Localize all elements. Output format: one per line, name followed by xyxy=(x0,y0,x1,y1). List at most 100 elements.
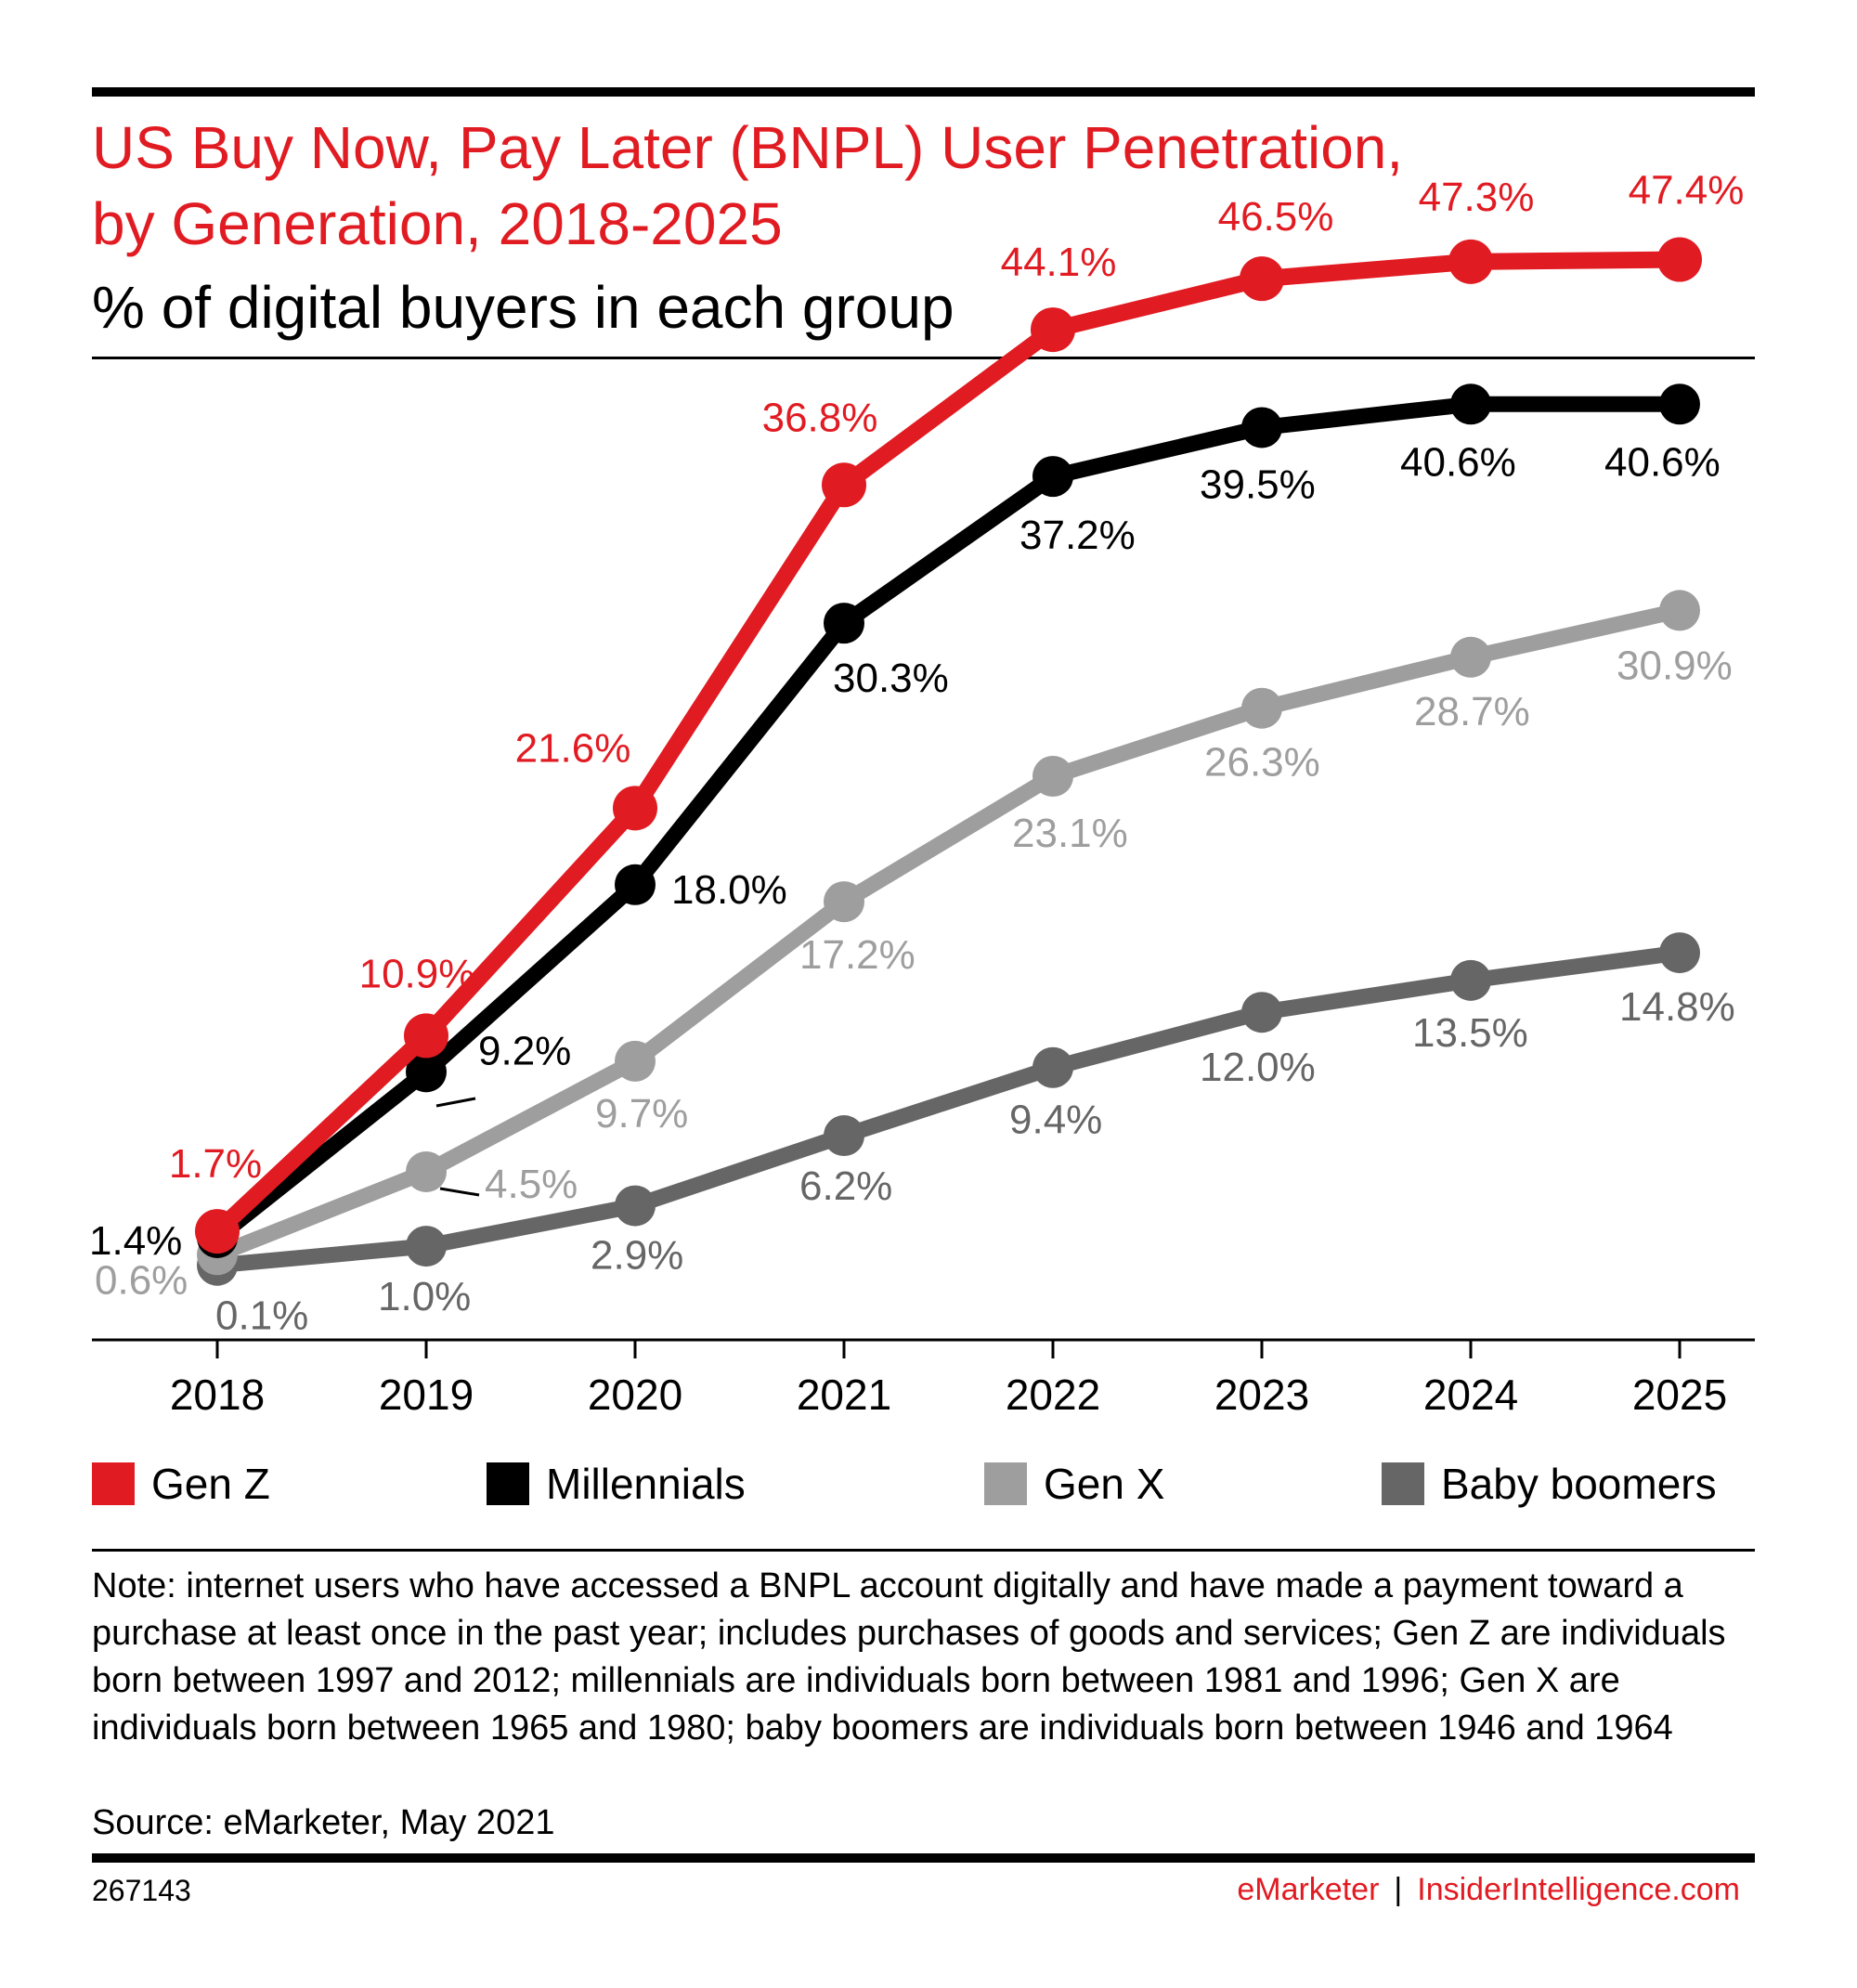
leader-line-gen-x-2019 xyxy=(439,1187,480,1197)
data-label-gen-z-2025: 47.4% xyxy=(1629,168,1745,214)
point-gen-z-2023 xyxy=(1240,256,1284,302)
legend-swatch-baby-boomers xyxy=(1382,1462,1424,1505)
data-label-gen-z-2019: 10.9% xyxy=(359,951,475,996)
point-millennials-2024 xyxy=(1450,383,1491,425)
point-baby-boomers-2023 xyxy=(1241,992,1282,1033)
legend-swatch-millennials xyxy=(487,1462,529,1505)
chart-id: 267143 xyxy=(92,1874,191,1907)
data-label-millennials-2023: 39.5% xyxy=(1200,461,1316,507)
x-tick-label-2021: 2021 xyxy=(797,1371,891,1419)
line-baby-boomers xyxy=(209,944,1688,1274)
data-label-gen-z-2023: 46.5% xyxy=(1218,194,1334,240)
point-gen-x-2019 xyxy=(406,1150,447,1192)
data-label-millennials-2024: 40.6% xyxy=(1400,439,1516,485)
point-millennials-2023 xyxy=(1241,407,1282,448)
data-label-millennials-2021: 30.3% xyxy=(833,656,949,701)
series-lines xyxy=(195,237,1702,1286)
point-gen-z-2018 xyxy=(195,1209,240,1254)
x-tick-label-2023: 2023 xyxy=(1214,1371,1309,1419)
point-baby-boomers-2020 xyxy=(615,1185,656,1227)
series-baby-boomers xyxy=(197,932,1700,1286)
legend-label-gen-z: Gen Z xyxy=(151,1460,270,1508)
data-label-baby-boomers-2024: 13.5% xyxy=(1412,1010,1528,1056)
data-label-gen-x-2025: 30.9% xyxy=(1617,643,1733,688)
footer-separator: | xyxy=(1394,1872,1403,1907)
footer-site-link[interactable]: InsiderIntelligence.com xyxy=(1417,1872,1740,1907)
x-tick-label-2025: 2025 xyxy=(1632,1371,1727,1419)
top-rule xyxy=(92,87,1755,97)
point-gen-z-2021 xyxy=(822,462,866,508)
data-label-gen-z-2024: 47.3% xyxy=(1419,175,1535,220)
data-label-baby-boomers-2023: 12.0% xyxy=(1200,1045,1316,1090)
chart-subtitle: % of digital buyers in each group xyxy=(92,274,954,341)
data-label-millennials-2018: 1.4% xyxy=(89,1218,182,1264)
x-tick-label-2018: 2018 xyxy=(170,1371,265,1419)
data-label-gen-z-2022: 44.1% xyxy=(1001,240,1117,285)
point-gen-z-2024 xyxy=(1448,239,1493,284)
data-label-millennials-2025: 40.6% xyxy=(1604,439,1721,485)
legend-label-gen-x: Gen X xyxy=(1044,1460,1165,1508)
point-gen-x-2025 xyxy=(1659,590,1700,631)
point-baby-boomers-2022 xyxy=(1032,1046,1073,1088)
line-chart: 2018 2019 2020 2021 2022 2023 2024 2025 0.1% 1.0… xyxy=(89,168,1755,1419)
point-gen-x-2021 xyxy=(824,881,864,923)
legend-label-baby-boomers: Baby boomers xyxy=(1441,1460,1717,1508)
point-baby-boomers-2025 xyxy=(1659,932,1700,974)
series-gen-x xyxy=(197,590,1700,1276)
point-millennials-2022 xyxy=(1032,456,1073,498)
point-gen-x-2020 xyxy=(615,1040,656,1082)
legend-label-millennials: Millennials xyxy=(546,1460,746,1508)
series-millennials xyxy=(197,383,1700,1258)
data-label-gen-x-2022: 23.1% xyxy=(1012,811,1128,856)
legend-swatch-gen-z xyxy=(92,1462,135,1505)
legend-item-millennials: Millennials xyxy=(487,1458,746,1510)
footer-brand: eMarketer xyxy=(1237,1872,1380,1907)
subtitle-rule xyxy=(92,357,1755,359)
data-label-baby-boomers-2019: 1.0% xyxy=(378,1274,471,1319)
point-millennials-2019 xyxy=(406,1051,447,1093)
point-gen-z-2020 xyxy=(613,786,657,831)
chart-title-line1: US Buy Now, Pay Later (BNPL) User Penetr… xyxy=(92,114,1404,181)
point-baby-boomers-2024 xyxy=(1450,959,1491,1001)
data-label-gen-x-2020: 9.7% xyxy=(595,1091,688,1137)
legend-item-baby-boomers: Baby boomers xyxy=(1382,1458,1717,1510)
data-label-gen-x-2024: 28.7% xyxy=(1414,689,1530,734)
data-label-gen-x-2018: 0.6% xyxy=(95,1257,188,1303)
data-label-gen-z-2018: 1.7% xyxy=(169,1141,262,1187)
bottom-rule xyxy=(92,1853,1755,1863)
point-gen-z-2019 xyxy=(404,1013,448,1059)
point-gen-z-2025 xyxy=(1657,237,1702,282)
chart-note: Note: internet users who have accessed a… xyxy=(92,1566,1726,1748)
point-millennials-2025 xyxy=(1659,383,1700,425)
leader-line-millennials-2019 xyxy=(435,1097,476,1108)
point-millennials-2020 xyxy=(615,864,656,905)
line-gen-z xyxy=(209,251,1688,1241)
data-labels: 0.1% 1.0% 2.9% 6.2% 9.4% 12.0% 13.5% 14.8% 0.6% 4… xyxy=(89,168,1744,1339)
data-label-gen-x-2023: 26.3% xyxy=(1204,740,1320,786)
data-label-gen-z-2020: 21.6% xyxy=(515,725,631,771)
x-axis: 2018 2019 2020 2021 2022 2023 2024 2025 xyxy=(92,1338,1755,1419)
point-gen-z-2022 xyxy=(1031,307,1075,353)
note-rule xyxy=(92,1549,1755,1552)
legend-item-gen-x: Gen X xyxy=(984,1458,1164,1510)
chart-title-line2: by Generation, 2018-2025 xyxy=(92,190,783,257)
legend: Gen Z Millennials Gen X Baby boomers xyxy=(0,1458,1857,1514)
chart-source: Source: eMarketer, May 2021 xyxy=(92,1803,555,1842)
data-label-gen-z-2021: 36.8% xyxy=(762,395,878,440)
line-millennials xyxy=(209,396,1688,1246)
data-label-baby-boomers-2025: 14.8% xyxy=(1619,984,1735,1030)
data-label-millennials-2020: 18.0% xyxy=(671,867,787,913)
x-tick-label-2022: 2022 xyxy=(1006,1371,1100,1419)
data-label-gen-x-2019: 4.5% xyxy=(485,1162,578,1207)
x-tick-label-2024: 2024 xyxy=(1423,1371,1518,1419)
x-tick-label-2019: 2019 xyxy=(379,1371,474,1419)
data-label-gen-x-2021: 17.2% xyxy=(799,932,916,978)
point-millennials-2021 xyxy=(824,603,864,644)
data-label-baby-boomers-2018: 0.1% xyxy=(215,1293,308,1339)
point-baby-boomers-2021 xyxy=(824,1115,864,1157)
legend-swatch-gen-x xyxy=(984,1462,1027,1505)
line-gen-x xyxy=(209,602,1688,1263)
data-label-millennials-2022: 37.2% xyxy=(1019,513,1136,558)
point-gen-x-2022 xyxy=(1032,756,1073,798)
point-gen-x-2024 xyxy=(1450,636,1491,678)
